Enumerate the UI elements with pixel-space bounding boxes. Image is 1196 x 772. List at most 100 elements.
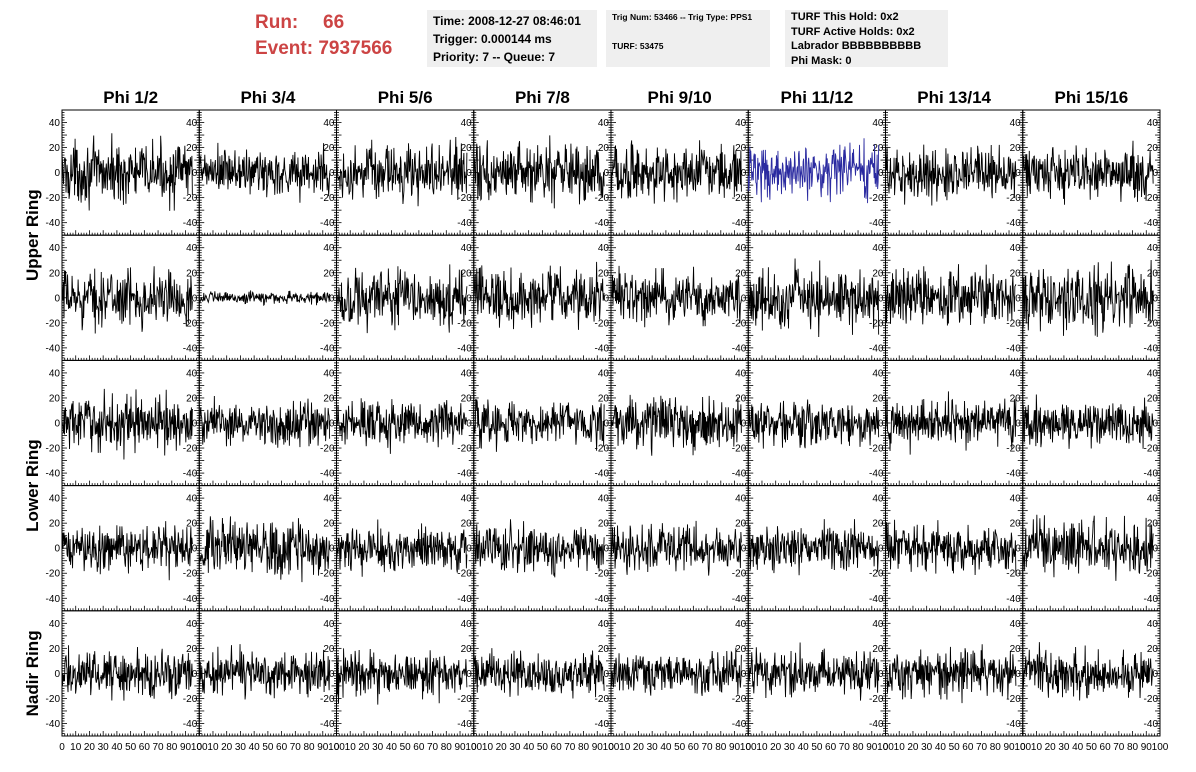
y-tick-label: 20 bbox=[735, 519, 747, 530]
y-tick-label: 40 bbox=[598, 368, 610, 379]
y-tick-label: -20 bbox=[732, 569, 747, 580]
y-tick-label: 20 bbox=[1010, 143, 1022, 154]
y-tick-label: 40 bbox=[872, 368, 884, 379]
y-tick-label: -20 bbox=[1144, 193, 1159, 204]
y-tick-label: 40 bbox=[598, 118, 610, 129]
y-tick-label: -40 bbox=[457, 594, 472, 605]
y-tick-label: -40 bbox=[595, 343, 610, 354]
y-tick-label: 40 bbox=[461, 243, 473, 254]
y-tick-label: -40 bbox=[1144, 218, 1159, 229]
y-tick-label: 0 bbox=[741, 168, 747, 179]
y-tick-label: 0 bbox=[741, 544, 747, 555]
y-tick-label: 20 bbox=[186, 519, 198, 530]
y-tick-label: -40 bbox=[320, 343, 335, 354]
y-tick-label: 0 bbox=[329, 293, 335, 304]
y-tick-label: 40 bbox=[1147, 368, 1159, 379]
waveform-trace bbox=[747, 258, 880, 337]
waveform-trace bbox=[198, 142, 331, 203]
y-tick-label: -20 bbox=[457, 444, 472, 455]
y-tick-label: -40 bbox=[1006, 469, 1021, 480]
y-tick-label: 0 bbox=[741, 293, 747, 304]
y-tick-label: 20 bbox=[323, 519, 335, 530]
turf-num-text: TURF: 53475 bbox=[612, 41, 664, 51]
y-tick-label: 0 bbox=[1015, 293, 1021, 304]
y-tick-label: -40 bbox=[1144, 594, 1159, 605]
y-tick-label: 0 bbox=[192, 419, 198, 430]
event-label: Event: bbox=[255, 38, 314, 59]
y-tick-label: 20 bbox=[735, 268, 747, 279]
y-tick-label: 20 bbox=[598, 519, 610, 530]
y-tick-label: -40 bbox=[320, 218, 335, 229]
turf-info-box: TURF This Hold: 0x2 TURF Active Holds: 0… bbox=[785, 10, 948, 67]
trig-num-text: Trig Num: 53466 -- Trig Type: PPS1 bbox=[612, 12, 753, 22]
y-tick-label: 40 bbox=[323, 243, 335, 254]
column-header: Phi 5/6 bbox=[378, 88, 433, 107]
y-tick-label: 40 bbox=[186, 118, 198, 129]
column-header: Phi 9/10 bbox=[647, 88, 711, 107]
y-tick-label: 0 bbox=[878, 544, 884, 555]
y-tick-label: 40 bbox=[872, 118, 884, 129]
waveform-trace bbox=[885, 519, 1017, 576]
y-tick-label: -20 bbox=[183, 193, 198, 204]
waveform-trace bbox=[747, 399, 880, 449]
y-tick-label: 20 bbox=[186, 393, 198, 404]
turf-hold-text: TURF This Hold: 0x2 bbox=[791, 11, 899, 23]
y-tick-label: 20 bbox=[461, 143, 473, 154]
y-tick-label: 40 bbox=[461, 494, 473, 505]
y-tick-label: 0 bbox=[878, 168, 884, 179]
y-tick-label: -20 bbox=[46, 569, 61, 580]
waveform-trace bbox=[885, 391, 1017, 455]
column-header: Phi 11/12 bbox=[780, 88, 853, 107]
y-tick-label: -20 bbox=[183, 318, 198, 329]
y-tick-label: -20 bbox=[1006, 569, 1021, 580]
y-tick-label: 40 bbox=[1010, 494, 1022, 505]
y-tick-label: 40 bbox=[49, 118, 61, 129]
y-tick-label: 40 bbox=[49, 494, 61, 505]
y-tick-label: 20 bbox=[49, 143, 61, 154]
y-tick-label: 20 bbox=[1010, 393, 1022, 404]
waveform-trace bbox=[1022, 394, 1154, 449]
y-tick-label: -20 bbox=[1006, 318, 1021, 329]
y-tick-label: 0 bbox=[329, 544, 335, 555]
y-tick-label: 0 bbox=[603, 544, 609, 555]
y-tick-label: 0 bbox=[603, 168, 609, 179]
y-tick-label: 0 bbox=[878, 419, 884, 430]
y-tick-label: -40 bbox=[183, 469, 198, 480]
y-tick-label: 40 bbox=[323, 494, 335, 505]
y-tick-label: 40 bbox=[735, 118, 747, 129]
y-tick-label: -20 bbox=[46, 193, 61, 204]
waveform-trace bbox=[473, 261, 605, 330]
waveform-trace bbox=[885, 264, 1017, 326]
y-tick-label: 20 bbox=[323, 268, 335, 279]
waveform-trace bbox=[336, 264, 468, 334]
y-tick-label: 40 bbox=[872, 243, 884, 254]
column-header: Phi 3/4 bbox=[240, 88, 295, 107]
y-tick-label: 0 bbox=[741, 419, 747, 430]
y-tick-label: 0 bbox=[54, 544, 60, 555]
column-header: Phi 1/2 bbox=[103, 88, 158, 107]
waveform-trace bbox=[1022, 259, 1154, 337]
y-tick-label: 0 bbox=[466, 168, 472, 179]
y-tick-label: -20 bbox=[732, 193, 747, 204]
waveform-trace bbox=[61, 521, 193, 581]
y-tick-label: 0 bbox=[1152, 168, 1158, 179]
y-tick-label: -40 bbox=[320, 594, 335, 605]
y-tick-label: 0 bbox=[329, 419, 335, 430]
waveform-trace bbox=[885, 144, 1017, 206]
y-tick-label: -20 bbox=[457, 318, 472, 329]
column-header: Phi 15/16 bbox=[1055, 88, 1129, 107]
y-tick-label: 40 bbox=[186, 368, 198, 379]
waveform-trace bbox=[610, 394, 742, 456]
y-tick-label: 20 bbox=[461, 519, 473, 530]
y-tick-label: -40 bbox=[1006, 594, 1021, 605]
y-tick-label: 20 bbox=[323, 393, 335, 404]
y-tick-label: -40 bbox=[595, 469, 610, 480]
waveform-trace bbox=[610, 520, 742, 576]
y-tick-label: -40 bbox=[320, 469, 335, 480]
y-tick-label: -20 bbox=[46, 318, 61, 329]
row-label: Nadir Ring bbox=[23, 630, 42, 716]
y-tick-label: 0 bbox=[466, 419, 472, 430]
y-tick-label: -20 bbox=[869, 318, 884, 329]
y-tick-label: 0 bbox=[1015, 419, 1021, 430]
